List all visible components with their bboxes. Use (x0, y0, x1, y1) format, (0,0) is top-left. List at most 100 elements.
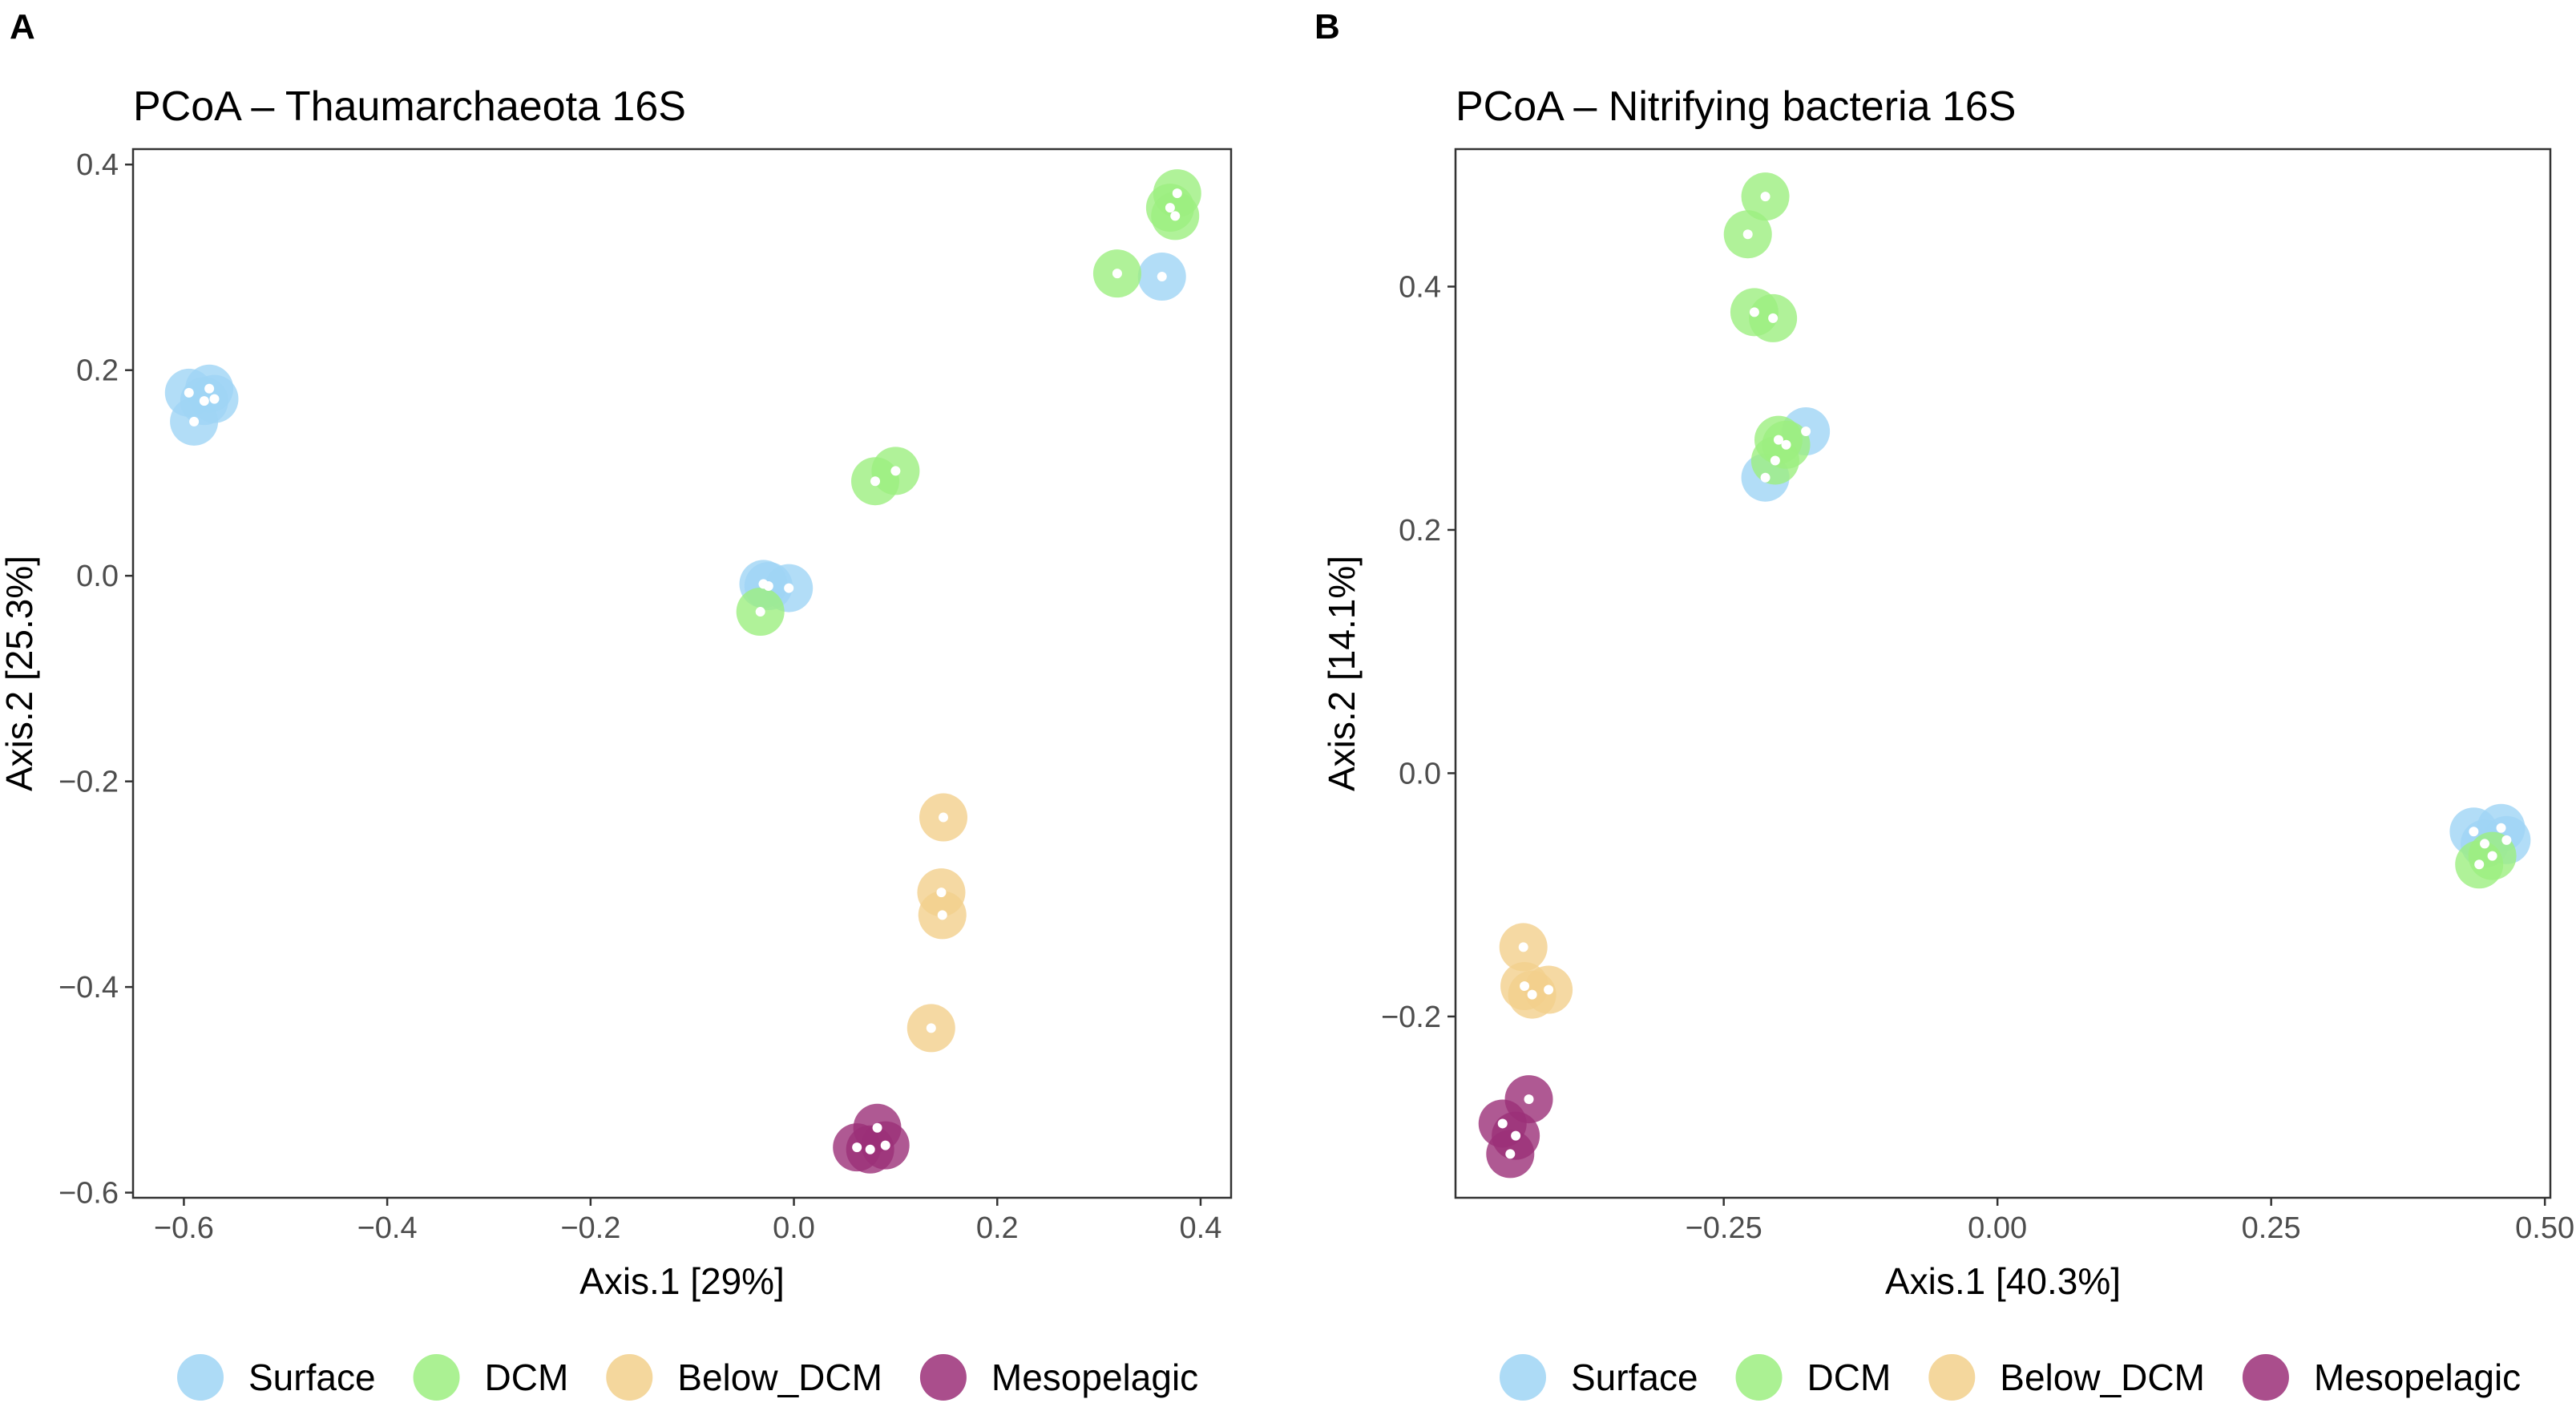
panel-a-y-tick-label: −0.2 (59, 766, 119, 799)
legend-label-surface: Surface (248, 1357, 376, 1398)
point-center-mesopelagic (1497, 1118, 1508, 1129)
point-center-dcm (1742, 229, 1753, 240)
panel-b-ticks: −0.25 0.00 0.25 0.50 −0.2 0.0 0.2 0.4 (1381, 270, 2574, 1245)
panel-a-title: PCoA – Thaumarchaeota 16S (133, 83, 686, 130)
point-center-below-dcm (937, 910, 947, 920)
point-center-dcm (1781, 439, 1791, 450)
panel-a-x-tick-label: −0.2 (560, 1211, 620, 1245)
panel-a-points (164, 169, 1201, 1174)
panel-a-x-tick-label: −0.4 (357, 1211, 418, 1245)
point-center-surface (784, 583, 794, 593)
legend-label-mesopelagic: Mesopelagic (2314, 1357, 2521, 1398)
panel-b-y-tick-label: 0.2 (1399, 514, 1441, 548)
panel-a-x-tick-label: 0.0 (773, 1211, 815, 1245)
legend-label-mesopelagic: Mesopelagic (991, 1357, 1198, 1398)
legend-key-dcm (413, 1354, 460, 1401)
panel-b-y-tick-label: 0.4 (1399, 270, 1441, 304)
legend-label-surface: Surface (1571, 1357, 1698, 1398)
panel-a-point-halos (164, 169, 1201, 1174)
panel-a-y-tick-label: −0.6 (59, 1177, 119, 1211)
panel-a-x-tick-label: 0.2 (976, 1211, 1019, 1245)
point-center-mesopelagic (1511, 1130, 1521, 1141)
point-center-below-dcm (936, 887, 947, 898)
point-center-mesopelagic (1505, 1149, 1516, 1159)
legend-key-mesopelagic (2242, 1354, 2289, 1401)
point-center-surface (2469, 827, 2479, 837)
legend-key-surface (1500, 1354, 1546, 1401)
point-center-dcm (1749, 307, 1759, 317)
panel-a-x-tick-label: −0.6 (154, 1211, 214, 1245)
legend-key-mesopelagic (919, 1354, 967, 1401)
panel-a-x-tick-label: 0.4 (1180, 1211, 1222, 1245)
panel-b: B PCoA – Nitrifying bacteria 16S −0.25 0.… (1314, 7, 2574, 1401)
panel-b-y-tick-label: 0.0 (1399, 757, 1441, 790)
point-center-mesopelagic (865, 1144, 875, 1154)
panel-a-point-centers (184, 188, 1182, 1154)
panel-b-letter: B (1314, 7, 1340, 46)
panel-b-y-axis-title: Axis.2 [14.1%] (1321, 556, 1363, 791)
panel-a-y-tick-label: −0.4 (59, 971, 119, 1005)
panel-a-x-axis-title: Axis.1 [29%] (579, 1260, 785, 1302)
point-center-surface (204, 383, 215, 394)
panel-b-y-tick-label: −0.2 (1381, 1001, 1441, 1034)
panel-a-letter: A (10, 7, 35, 46)
point-center-dcm (1770, 455, 1780, 466)
panel-a-y-tick-label: 0.0 (76, 560, 119, 593)
point-center-dcm (1773, 435, 1783, 445)
legend-key-surface (177, 1354, 224, 1401)
point-center-below-dcm (926, 1023, 936, 1033)
point-center-surface (2496, 823, 2506, 833)
point-center-surface (189, 416, 200, 427)
point-center-dcm (890, 466, 901, 476)
point-center-dcm (1768, 313, 1779, 323)
panel-a-plot-area (131, 148, 1233, 1199)
panel-b-title: PCoA – Nitrifying bacteria 16S (1456, 83, 2016, 130)
point-center-dcm (1112, 269, 1122, 279)
panel-b-x-axis-title: Axis.1 [40.3%] (1885, 1260, 2121, 1302)
point-center-below-dcm (1544, 985, 1554, 995)
point-center-mesopelagic (880, 1140, 890, 1150)
point-center-below-dcm (939, 812, 949, 823)
panel-a-ticks: −0.6 −0.4 −0.2 0.0 0.2 0.4 −0.6 −0.4 −0.2 0.0 0.2 0… (59, 148, 1221, 1245)
panel-a-y-tick-label: 0.4 (76, 148, 119, 182)
panel-b-x-tick-label: 0.50 (2515, 1211, 2574, 1245)
point-center-surface (763, 581, 773, 591)
point-center-dcm (1172, 188, 1182, 199)
legend-label-below-dcm: Below_DCM (677, 1357, 882, 1398)
point-center-dcm (870, 476, 881, 487)
point-center-surface (184, 387, 194, 398)
point-center-dcm (755, 607, 765, 617)
panel-a-legend: Surface DCM Below_DCM Mesopelagic (177, 1354, 1198, 1401)
panel-b-x-tick-label: 0.25 (2242, 1211, 2301, 1245)
legend-key-dcm (1735, 1354, 1783, 1401)
point-center-surface (209, 394, 220, 404)
panel-b-x-tick-label: −0.25 (1686, 1211, 1762, 1245)
legend-label-dcm: DCM (485, 1357, 569, 1398)
point-center-dcm (2487, 851, 2497, 861)
point-center-below-dcm (1527, 989, 1537, 1000)
panel-b-legend: Surface DCM Below_DCM Mesopelagic (1500, 1354, 2521, 1401)
point-center-surface (1157, 272, 1167, 282)
panel-b-point-halos (1478, 172, 2531, 1179)
point-center-surface (199, 396, 209, 406)
point-center-mesopelagic (1524, 1094, 1534, 1105)
legend-key-below-dcm (606, 1354, 653, 1401)
point-center-surface (2480, 839, 2490, 849)
legend-label-dcm: DCM (1807, 1357, 1892, 1398)
panel-b-plot-area (1454, 148, 2552, 1199)
panel-b-x-tick-label: 0.00 (1968, 1211, 2027, 1245)
point-center-dcm (1170, 211, 1181, 221)
point-center-dcm (1760, 192, 1770, 202)
point-center-dcm (1165, 203, 1175, 213)
point-center-dcm (2474, 859, 2485, 870)
point-center-surface (1760, 472, 1770, 483)
point-center-mesopelagic (872, 1122, 882, 1133)
point-center-surface (1801, 427, 1811, 437)
legend-label-below-dcm: Below_DCM (2000, 1357, 2205, 1398)
panel-b-points (1478, 172, 2531, 1179)
panel-a: A PCoA – Thaumarchaeota 16S −0.6 −0.4 −0.2… (0, 7, 1233, 1401)
point-center-below-dcm (1518, 942, 1528, 952)
legend-key-below-dcm (1928, 1354, 1976, 1401)
panel-b-point-centers (1497, 192, 2512, 1159)
